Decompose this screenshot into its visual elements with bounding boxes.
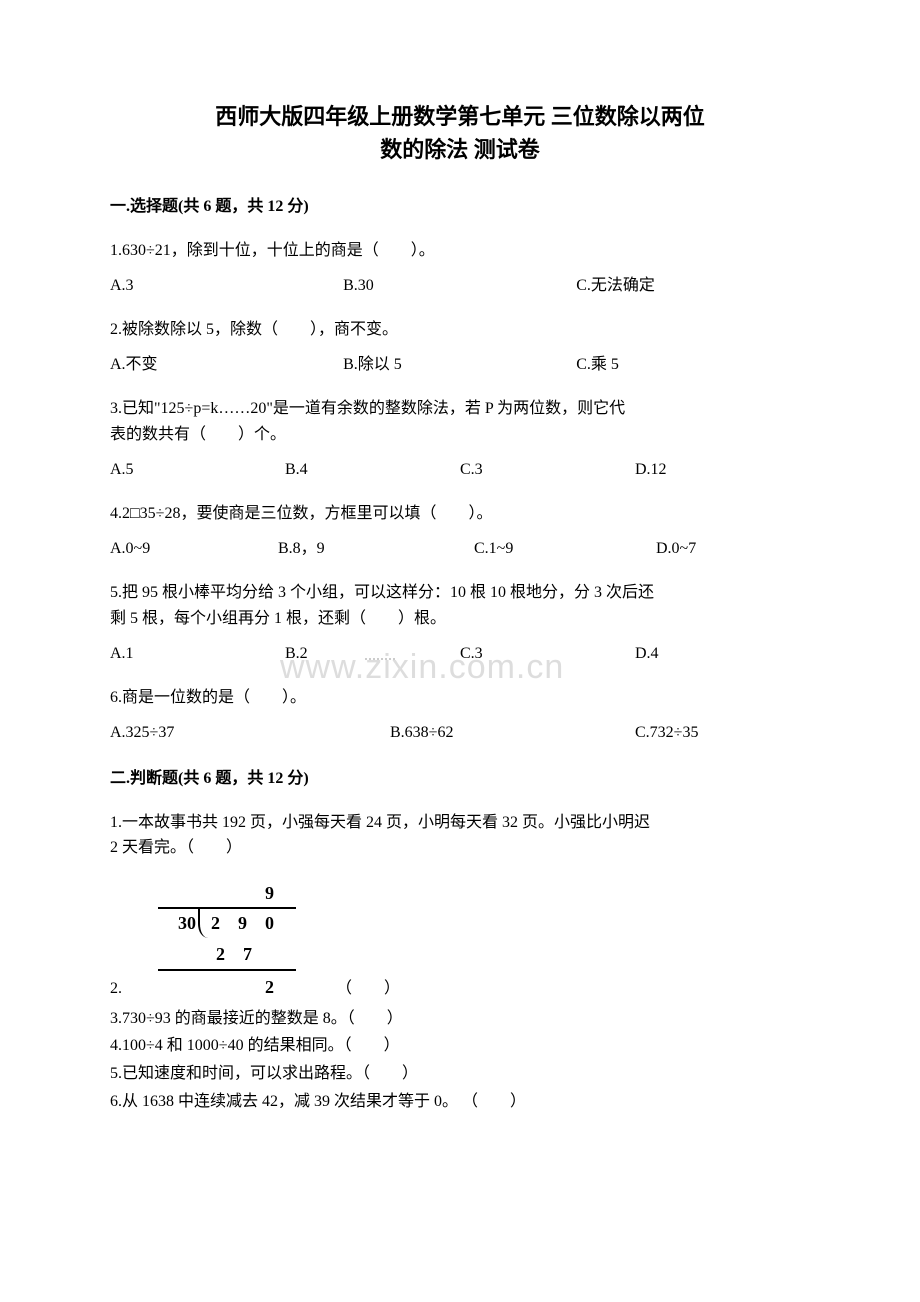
tf-question-2-num: 2. [110,976,122,1002]
title-line-1: 西师大版四年级上册数学第七单元 三位数除以两位 [110,100,810,133]
question-5: 5.把 95 根小棒平均分给 3 个小组，可以这样分：10 根 10 根地分，分… [110,580,810,667]
document-title: 西师大版四年级上册数学第七单元 三位数除以两位 数的除法 测试卷 [110,100,810,166]
division-quotient: 9 [158,879,296,910]
option-6b: B.638÷62 [390,720,635,746]
question-6-text: 6.商是一位数的是（ ）。 [110,685,810,711]
question-2-text: 2.被除数除以 5，除数（ ），商不变。 [110,317,810,343]
tf-question-2-blank: （ ） [336,976,400,1002]
division-dividend: 290 [198,909,296,938]
option-2a: A.不变 [110,352,343,378]
question-4: 4.2□35÷28，要使商是三位数，方框里可以填（ ）。 A.0~9 B.8，9… [110,501,810,562]
long-division: 9 30 290 27 2 [158,879,296,1002]
option-3b: B.4 [285,457,460,483]
question-1: 1.630÷21，除到十位，十位上的商是（ ）。 A.3 B.30 C.无法确定 [110,238,810,299]
tf-question-1-text-1: 1.一本故事书共 192 页，小强每天看 24 页，小明每天看 32 页。小强比… [110,810,810,836]
question-6-options: A.325÷37 B.638÷62 C.732÷35 [110,720,810,746]
tf-question-5: 5.已知速度和时间，可以求出路程。（ ） [110,1061,810,1087]
document-content: 西师大版四年级上册数学第七单元 三位数除以两位 数的除法 测试卷 一.选择题(共… [110,100,810,1114]
question-3-text-2: 表的数共有（ ）个。 [110,422,810,448]
tf-question-6: 6.从 1638 中连续减去 42，减 39 次结果才等于 0。 （ ） [110,1089,810,1115]
option-6c: C.732÷35 [635,720,810,746]
tf-question-1-text-2: 2 天看完。（ ） [110,835,810,861]
question-5-text-1: 5.把 95 根小棒平均分给 3 个小组，可以这样分：10 根 10 根地分，分… [110,580,810,606]
tf-question-4: 4.100÷4 和 1000÷40 的结果相同。（ ） [110,1033,810,1059]
option-1b: B.30 [343,273,576,299]
option-1c: C.无法确定 [576,273,809,299]
option-4c: C.1~9 [474,536,656,562]
option-5c: C.3 [460,641,635,667]
question-4-options: A.0~9 B.8，9 C.1~9 D.0~7 [110,536,810,562]
option-3d: D.12 [635,457,810,483]
section-1-header: 一.选择题(共 6 题，共 12 分) [110,194,810,220]
division-divisor: 30 [158,909,198,938]
option-4b: B.8，9 [278,536,474,562]
option-2c: C.乘 5 [576,352,809,378]
question-1-options: A.3 B.30 C.无法确定 [110,273,810,299]
question-2-options: A.不变 B.除以 5 C.乘 5 [110,352,810,378]
question-2: 2.被除数除以 5，除数（ ），商不变。 A.不变 B.除以 5 C.乘 5 [110,317,810,378]
title-line-2: 数的除法 测试卷 [110,133,810,166]
division-subtrahend: 27 [158,938,296,971]
option-6a: A.325÷37 [110,720,390,746]
option-3a: A.5 [110,457,285,483]
option-4d: D.0~7 [656,536,810,562]
tf-question-3: 3.730÷93 的商最接近的整数是 8。（ ） [110,1006,810,1032]
option-2b: B.除以 5 [343,352,576,378]
option-5b: B.2 [285,641,460,667]
question-3-text-1: 3.已知"125÷p=k……20"是一道有余数的整数除法，若 P 为两位数，则它… [110,396,810,422]
question-3-options: A.5 B.4 C.3 D.12 [110,457,810,483]
option-3c: C.3 [460,457,635,483]
division-remainder: 2 [158,971,296,1002]
tf-question-2: 2. 9 30 290 27 2 （ ） [110,879,810,1002]
option-4a: A.0~9 [110,536,278,562]
question-5-text-2: 剩 5 根，每个小组再分 1 根，还剩（ ）根。 [110,606,810,632]
section-2-header: 二.判断题(共 6 题，共 12 分) [110,766,810,792]
option-5a: A.1 [110,641,285,667]
question-3: 3.已知"125÷p=k……20"是一道有余数的整数除法，若 P 为两位数，则它… [110,396,810,483]
question-4-text: 4.2□35÷28，要使商是三位数，方框里可以填（ ）。 [110,501,810,527]
question-1-text: 1.630÷21，除到十位，十位上的商是（ ）。 [110,238,810,264]
option-5d: D.4 [635,641,810,667]
tf-question-1: 1.一本故事书共 192 页，小强每天看 24 页，小明每天看 32 页。小强比… [110,810,810,861]
option-1a: A.3 [110,273,343,299]
question-5-options: A.1 B.2 C.3 D.4 [110,641,810,667]
question-6: 6.商是一位数的是（ ）。 A.325÷37 B.638÷62 C.732÷35 [110,685,810,746]
